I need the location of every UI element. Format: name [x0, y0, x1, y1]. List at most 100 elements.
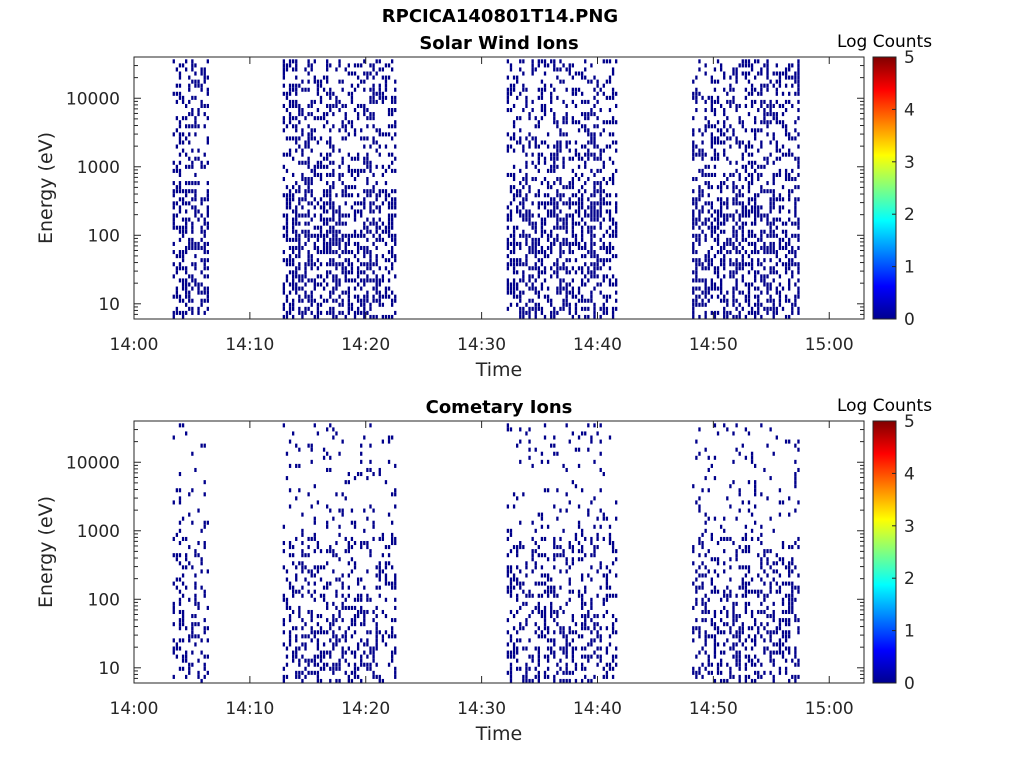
data-cell [797, 278, 800, 283]
data-cell [584, 213, 587, 218]
data-cell [732, 654, 735, 659]
data-cell [298, 310, 301, 315]
data-cell [322, 286, 326, 291]
data-cell [738, 545, 741, 550]
data-cell [353, 63, 357, 68]
data-cell [599, 467, 602, 473]
data-cell [519, 213, 522, 218]
data-cell [760, 128, 763, 133]
data-cell [732, 605, 735, 610]
data-cell [590, 254, 593, 259]
data-cell [757, 286, 760, 291]
data-cell [185, 553, 188, 558]
data-cell [206, 225, 209, 230]
data-cell [310, 258, 313, 263]
data-cell [593, 250, 596, 255]
data-cell [372, 654, 375, 659]
data-cell [599, 314, 602, 319]
data-cell [546, 132, 550, 137]
data-cell [335, 250, 338, 255]
data-cell [735, 549, 738, 554]
data-cell [322, 642, 326, 647]
data-cell [707, 250, 710, 255]
data-cell [593, 193, 596, 198]
data-cell [310, 112, 313, 117]
data-cell [692, 197, 695, 202]
data-cell [778, 245, 782, 251]
data-cell [295, 205, 298, 210]
data-cell [509, 87, 513, 92]
data-cell [692, 670, 695, 675]
data-cell [763, 189, 766, 194]
data-cell [528, 666, 531, 671]
data-cell [531, 306, 534, 311]
data-cell [562, 528, 565, 533]
data-cell [363, 205, 366, 210]
data-cell [704, 618, 707, 623]
data-cell [512, 290, 516, 295]
data-cell [571, 91, 575, 96]
data-cell [778, 298, 782, 303]
data-cell [350, 99, 354, 104]
data-cell [206, 75, 209, 80]
data-cell [754, 618, 757, 623]
data-cell [784, 241, 788, 246]
data-cell [568, 270, 571, 275]
data-cell [366, 298, 369, 303]
data-cell [543, 634, 547, 639]
data-cell [338, 451, 341, 456]
data-cell [338, 205, 341, 210]
data-cell [347, 213, 350, 218]
data-cell [692, 189, 695, 194]
data-cell [319, 262, 323, 267]
data-cell [363, 306, 366, 311]
data-cell [599, 638, 602, 643]
data-cell [747, 654, 751, 659]
data-cell [197, 148, 200, 153]
data-cell [729, 250, 732, 255]
data-cell [590, 262, 593, 267]
data-cell [723, 678, 726, 683]
data-cell [206, 136, 209, 141]
data-cell [754, 193, 757, 198]
data-cell [732, 197, 735, 202]
data-cell [307, 278, 310, 283]
data-cell [599, 282, 602, 287]
data-cell [295, 674, 298, 679]
data-cell [329, 310, 332, 315]
data-cell [332, 124, 335, 129]
data-cell [602, 197, 605, 202]
data-cell [574, 270, 578, 275]
data-cell [615, 254, 618, 259]
data-cell [577, 164, 581, 169]
data-cell [757, 71, 760, 76]
data-cell [584, 274, 587, 279]
data-cell [537, 266, 540, 271]
data-cell [701, 662, 704, 667]
data-cell [356, 250, 360, 255]
data-cell [766, 67, 769, 72]
data-cell [769, 233, 772, 238]
data-cell [692, 176, 695, 182]
data-cell [794, 597, 797, 602]
data-cell [602, 294, 605, 299]
data-cell [710, 577, 713, 582]
data-cell [540, 630, 544, 635]
data-cell [750, 589, 754, 594]
data-cell [197, 658, 200, 663]
data-cell [288, 270, 292, 275]
data-cell [531, 286, 534, 291]
data-cell [387, 112, 391, 117]
data-cell [390, 225, 394, 230]
data-cell [322, 75, 326, 80]
data-cell [791, 176, 794, 182]
data-cell [794, 443, 797, 448]
data-cell [188, 670, 191, 675]
data-cell [729, 262, 732, 267]
data-cell [319, 282, 323, 287]
data-cell [584, 298, 587, 303]
data-cell [741, 185, 744, 190]
data-cell [596, 79, 599, 84]
data-cell [310, 254, 313, 259]
data-cell [754, 250, 757, 255]
